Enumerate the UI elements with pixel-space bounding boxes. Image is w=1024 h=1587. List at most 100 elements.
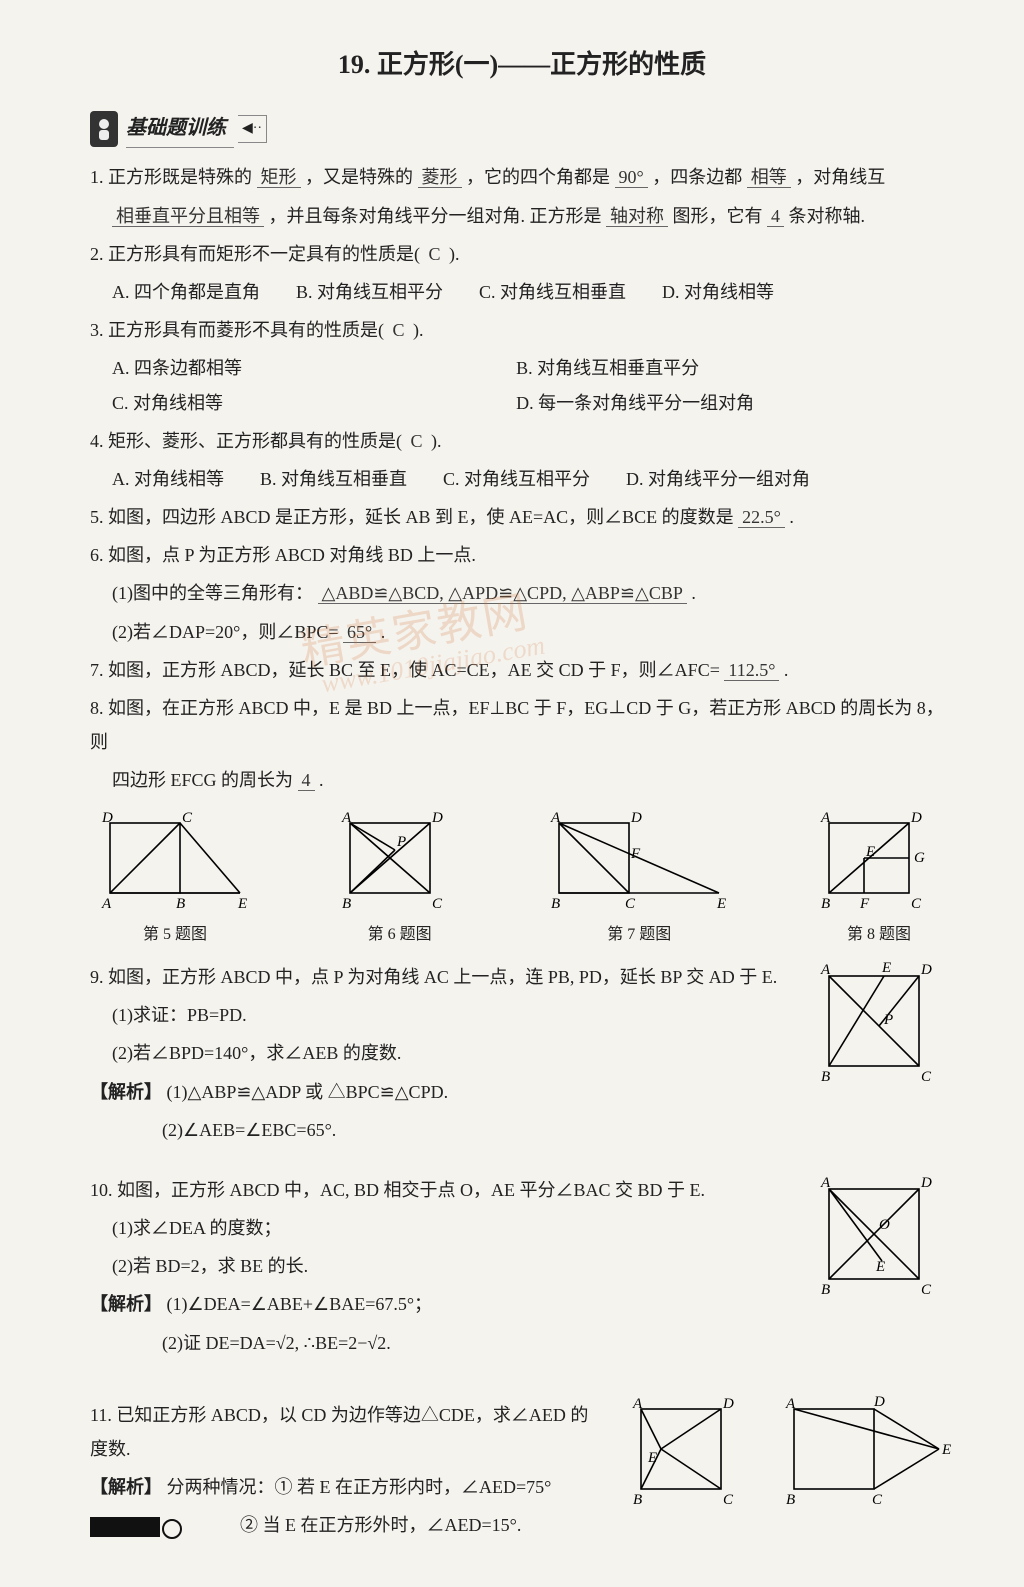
q1-ans2: 菱形 (418, 167, 462, 188)
question-7: 7. 如图，正方形 ABCD，延长 BC 至 E，使 AC=CE，AE 交 CD… (90, 653, 954, 687)
q3-stem-end: ). (413, 320, 424, 340)
q7-answer: 112.5° (724, 660, 779, 681)
q1-text: 图形，它有 (673, 206, 763, 226)
svg-text:A: A (341, 810, 352, 826)
svg-text:D: D (873, 1394, 885, 1410)
q1-ans4: 相等 (747, 167, 791, 188)
q5-end: . (789, 507, 794, 527)
svg-text:C: C (182, 810, 193, 826)
svg-text:C: C (625, 896, 636, 912)
q7-stem: 7. 如图，正方形 ABCD，延长 BC 至 E，使 AC=CE，AE 交 CD… (90, 660, 720, 680)
svg-text:A: A (820, 962, 831, 978)
svg-text:C: C (432, 896, 443, 912)
svg-text:C: C (911, 896, 922, 912)
q1-ans-line2: 相垂直平分且相等 (112, 206, 264, 227)
question-8-line2: 四边形 EFCG 的周长为 4 . (90, 763, 954, 797)
question-8: 8. 如图，在正方形 ABCD 中，E 是 BD 上一点，EF⊥BC 于 F，E… (90, 691, 954, 759)
q1-ans5: 轴对称 (606, 206, 668, 227)
svg-text:C: C (872, 1492, 883, 1508)
q6-p1-text: (1)图中的全等三角形有： (112, 583, 313, 603)
svg-text:F: F (630, 846, 641, 862)
q10-sol1: (1)∠DEA=∠ABE+∠BAE=67.5°； (167, 1294, 433, 1314)
q6-p1-end: . (691, 583, 696, 603)
q8-line2-text: 四边形 EFCG 的周长为 (112, 770, 293, 790)
svg-text:O: O (879, 1217, 890, 1233)
q5-answer: 22.5° (738, 507, 785, 528)
q8-end: . (319, 770, 324, 790)
svg-text:B: B (821, 896, 830, 912)
svg-text:C: C (921, 1069, 932, 1085)
q1-text: ，它的四个角都是 (466, 167, 610, 187)
q4-answer: C (407, 431, 427, 451)
figure-7-caption: 第 7 题图 (539, 920, 739, 950)
q4-stem: 4. 矩形、菱形、正方形都具有的性质是( (90, 431, 402, 451)
q3-answer: C (389, 320, 409, 340)
svg-text:C: C (921, 1282, 932, 1298)
q1-text: ，对角线互 (795, 167, 885, 187)
svg-text:E: E (875, 1259, 885, 1275)
svg-text:A: A (632, 1396, 643, 1412)
q1-ans3: 90° (615, 167, 648, 188)
section-header-basic: 基础题训练 ◀·· (90, 109, 954, 148)
figure-5: DC ABE 第 5 题图 (90, 808, 260, 950)
q10-sol2: (2)证 DE=DA=√2, ∴BE=2−√2. (90, 1326, 954, 1360)
q1-text: 条对称轴. (789, 206, 866, 226)
svg-text:E: E (941, 1442, 951, 1458)
figure-8-caption: 第 8 题图 (804, 920, 954, 950)
section-label: 基础题训练 (126, 109, 234, 148)
figure-9: AED BC P (804, 956, 954, 1086)
q3-stem: 3. 正方形具有而菱形不具有的性质是( (90, 320, 384, 340)
q1-text: ，四条边都 (652, 167, 742, 187)
figure-6-caption: 第 6 题图 (325, 920, 475, 950)
svg-text:B: B (551, 896, 560, 912)
svg-text:E: E (716, 896, 726, 912)
svg-text:G: G (914, 850, 925, 866)
q2-opt-a: A. 四个角都是直角 (112, 275, 260, 309)
q1-ans6: 4 (767, 206, 784, 227)
svg-text:B: B (342, 896, 351, 912)
svg-text:B: B (821, 1282, 830, 1298)
q6-p2-text: (2)若∠DAP=20°，则∠BPC= (112, 622, 339, 642)
question-6: 6. 如图，点 P 为正方形 ABCD 对角线 BD 上一点. (90, 538, 954, 572)
svg-text:D: D (431, 810, 443, 826)
q4-options: A. 对角线相等 B. 对角线互相垂直 C. 对角线互相平分 D. 对角线平分一… (90, 462, 954, 496)
svg-text:B: B (821, 1069, 830, 1085)
question-2: 2. 正方形具有而矩形不一定具有的性质是( C ). (90, 237, 954, 271)
q6-p2-end: . (381, 622, 386, 642)
figure-10: A D B C O E (804, 1169, 954, 1299)
q3-opt-b: B. 对角线互相垂直平分 (516, 351, 920, 385)
q5-stem: 5. 如图，四边形 ABCD 是正方形，延长 AB 到 E，使 AE=AC，则∠… (90, 507, 734, 527)
svg-text:E: E (881, 960, 891, 976)
q10-sol-label: 【解析】 (90, 1294, 162, 1314)
question-11-block: AD BC E AD BC E 11. 已知正方形 ABCD，以 CD 为边作等… (90, 1394, 954, 1547)
svg-text:A: A (550, 810, 561, 826)
q2-stem-end: ). (449, 244, 460, 264)
svg-text:B: B (633, 1492, 642, 1508)
question-1-line2: 相垂直平分且相等 ，并且每条对角线平分一组对角. 正方形是 轴对称 图形，它有 … (90, 199, 954, 233)
page-footer-decoration (90, 1517, 160, 1537)
svg-text:D: D (630, 810, 642, 826)
q2-answer: C (425, 244, 445, 264)
q11-sol-label: 【解析】 (90, 1477, 162, 1497)
section-icon (90, 111, 118, 147)
svg-text:B: B (786, 1492, 795, 1508)
question-10-block: AD BC OE 10. 如图，正方形 ABCD 中，AC, BD 相交于点 O… (90, 1169, 954, 1364)
q4-opt-b: B. 对角线互相垂直 (260, 462, 407, 496)
q3-options: A. 四条边都相等 B. 对角线互相垂直平分 C. 对角线相等 D. 每一条对角… (90, 351, 954, 419)
svg-text:D: D (920, 1175, 932, 1191)
q6-part1: (1)图中的全等三角形有： △ABD≌△BCD, △APD≌△CPD, △ABP… (90, 576, 954, 610)
svg-text:A: A (820, 1175, 831, 1191)
svg-text:A: A (101, 896, 112, 912)
q8-answer: 4 (298, 770, 315, 791)
figure-row-5-8: DC ABE 第 5 题图 AD BC P 第 6 题图 (90, 808, 954, 950)
q3-opt-d: D. 每一条对角线平分一组对角 (516, 386, 920, 420)
q3-opt-a: A. 四条边都相等 (112, 351, 516, 385)
q4-stem-end: ). (431, 431, 442, 451)
q2-options: A. 四个角都是直角 B. 对角线互相平分 C. 对角线互相垂直 D. 对角线相… (90, 275, 954, 309)
svg-text:E: E (647, 1450, 657, 1466)
page-title: 19. 正方形(一)——正方形的性质 (90, 40, 954, 89)
svg-text:A: A (785, 1396, 796, 1412)
q1-text: ，又是特殊的 (305, 167, 413, 187)
question-9-block: AED BC P 9. 如图，正方形 ABCD 中，点 P 为对角线 AC 上一… (90, 956, 954, 1151)
q1-text: 1. 正方形既是特殊的 (90, 167, 252, 187)
